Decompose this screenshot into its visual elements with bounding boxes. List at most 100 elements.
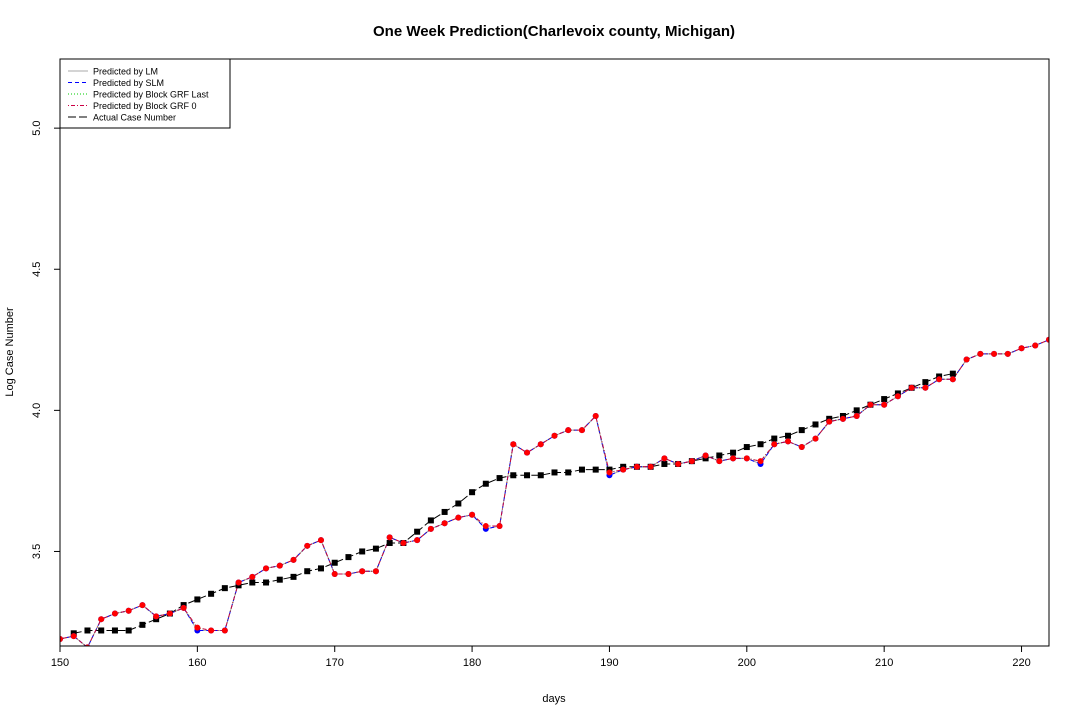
grf0-prediction-point (317, 537, 324, 544)
actual-case-point (565, 469, 572, 476)
x-tick-label: 160 (188, 657, 206, 669)
grf0-prediction-point (441, 520, 448, 527)
grf0-prediction-point (908, 384, 915, 391)
grf0-prediction-point (839, 415, 846, 422)
grf0-prediction-point (496, 523, 503, 530)
actual-case-point (386, 539, 393, 546)
grf0-prediction-point (1004, 350, 1011, 357)
grf0-prediction-point (372, 568, 379, 575)
actual-case-point (317, 565, 324, 572)
actual-case-point (469, 489, 476, 496)
legend-label-predicted-by-lm: Predicted by LM (93, 67, 158, 77)
actual-case-point (221, 585, 228, 592)
actual-case-point (922, 379, 929, 386)
actual-case-point (524, 472, 531, 479)
grf0-prediction-point (414, 537, 421, 544)
grf0-prediction-point (743, 455, 750, 462)
actual-case-point (757, 441, 764, 448)
actual-case-point (949, 370, 956, 377)
y-tick-label: 3.5 (31, 544, 43, 559)
y-tick-label: 5.0 (31, 120, 43, 135)
x-tick-label: 220 (1012, 657, 1030, 669)
x-tick-label: 210 (875, 657, 893, 669)
grf0-prediction-point (111, 610, 118, 617)
grf0-prediction-point (235, 579, 242, 586)
grf0-prediction-point (524, 449, 531, 456)
grf0-prediction-point (537, 441, 544, 448)
grf0-prediction-point (345, 571, 352, 578)
actual-case-point (496, 475, 503, 482)
grf0-prediction-point (730, 455, 737, 462)
actual-case-point (331, 559, 338, 566)
grf0-prediction-point (620, 466, 627, 473)
actual-case-point (812, 421, 819, 428)
grf0-prediction-point (180, 604, 187, 611)
actual-case-point (427, 517, 434, 524)
actual-case-point (111, 627, 118, 634)
grf0-prediction-point (290, 556, 297, 563)
grf0-prediction-point (757, 458, 764, 465)
grf0-prediction-point (60, 635, 63, 642)
grf0-prediction-point (304, 542, 311, 549)
actual-case-point (290, 573, 297, 580)
grf0-prediction-point (565, 427, 572, 434)
grf0-prediction-point (455, 514, 462, 521)
grf0-prediction-point (812, 435, 819, 442)
grf0-prediction-point (798, 444, 805, 451)
actual-case-point (785, 432, 792, 439)
actual-case-point (482, 480, 489, 487)
grf0-prediction-point (922, 384, 929, 391)
grf0-prediction-point (263, 565, 270, 572)
grf0-prediction-point (400, 539, 407, 546)
grf0-prediction-point (661, 455, 668, 462)
grf0-prediction-point (688, 458, 695, 465)
grf0-prediction-point (675, 460, 682, 467)
y-axis-label: Log Case Number (4, 307, 16, 397)
actual-case-point (304, 568, 311, 575)
legend-label-predicted-by-block-grf-0: Predicted by Block GRF 0 (93, 101, 197, 111)
chart-title: One Week Prediction(Charlevoix county, M… (373, 23, 735, 40)
actual-case-point (125, 627, 132, 634)
x-tick-label: 190 (600, 657, 618, 669)
grf0-prediction-point (98, 616, 105, 623)
grf0-prediction-point (551, 432, 558, 439)
actual-case-point (661, 460, 668, 467)
actual-case-point (84, 627, 91, 634)
grf0-prediction-point (977, 350, 984, 357)
grf0-prediction-point (153, 613, 160, 620)
grf0-prediction-point (771, 441, 778, 448)
grf0-prediction-point (647, 463, 654, 470)
actual-case-point (510, 472, 517, 479)
y-tick-label: 4.5 (31, 262, 43, 277)
actual-case-point (716, 452, 723, 459)
grf0-prediction-point (936, 376, 943, 383)
grf0-prediction-point (633, 463, 640, 470)
actual-case-point (537, 472, 544, 479)
plot-area (60, 336, 1049, 646)
actual-case-point (798, 427, 805, 434)
actual-case-point (853, 407, 860, 414)
actual-case-point (881, 396, 888, 403)
x-tick-label: 200 (738, 657, 756, 669)
grf0-prediction-point (125, 607, 132, 614)
grf0-prediction-point (592, 412, 599, 419)
actual-case-point (441, 508, 448, 515)
plot-frame (59, 58, 1050, 647)
actual-case-point (139, 621, 146, 628)
grf0-prediction-point (194, 624, 201, 631)
grf0-prediction-point (1018, 345, 1025, 352)
actual-case-point (551, 469, 558, 476)
actual-case-point (276, 576, 283, 583)
grf0-prediction-point (249, 573, 256, 580)
grf0-prediction-point (1046, 336, 1049, 343)
grf0-prediction-point (702, 452, 709, 459)
grf0-prediction-point (826, 418, 833, 425)
grf0-prediction-point (139, 602, 146, 609)
x-axis-label: days (542, 693, 566, 705)
actual-case-point (249, 579, 256, 586)
actual-case-point (194, 596, 201, 603)
grf0-prediction-point (578, 427, 585, 434)
grf0-prediction-point (469, 511, 476, 518)
